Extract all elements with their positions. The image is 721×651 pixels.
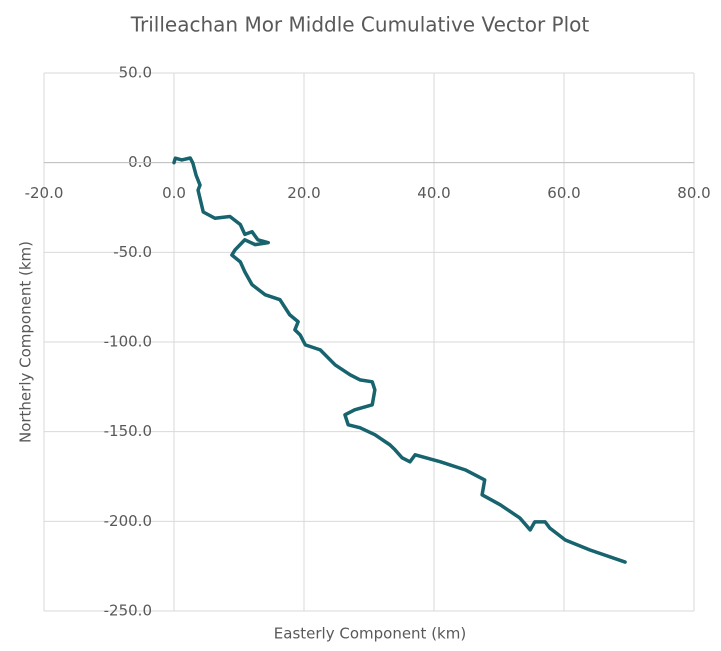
- y-axis-title: Northerly Component (km): [17, 241, 35, 443]
- x-tick-label: 0.0: [162, 184, 186, 202]
- y-tick-label: -200.0: [104, 512, 152, 530]
- x-tick-label: 20.0: [287, 184, 320, 202]
- x-tick-label: 40.0: [417, 184, 450, 202]
- y-tick-label: -100.0: [104, 333, 152, 351]
- x-tick-label: 60.0: [547, 184, 580, 202]
- y-tick-label: -250.0: [104, 602, 152, 620]
- x-tick-label: 80.0: [677, 184, 710, 202]
- x-axis-title: Easterly Component (km): [274, 625, 466, 643]
- y-tick-label: -50.0: [113, 243, 152, 261]
- data-line: [172, 156, 627, 564]
- x-tick-label: -20.0: [25, 184, 64, 202]
- y-tick-label: -150.0: [104, 422, 152, 440]
- y-tick-label: 50.0: [119, 64, 152, 82]
- chart-title: Trilleachan Mor Middle Cumulative Vector…: [130, 13, 590, 37]
